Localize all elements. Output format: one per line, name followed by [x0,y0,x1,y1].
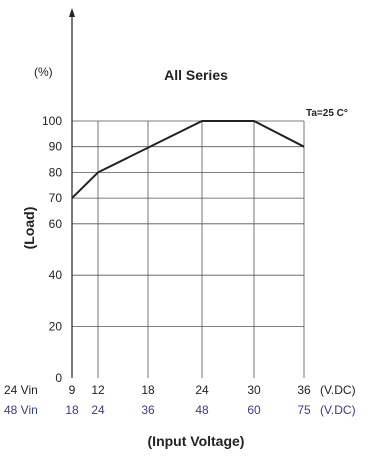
x-primary-tick-label: 24 [195,383,209,397]
x-primary-tick-label: 36 [297,383,311,397]
x-primary-tick-label: 18 [141,383,155,397]
x-secondary-tick-label: 60 [247,403,261,417]
x-primary-series-label: 24 Vin [4,383,38,397]
x-secondary-series-label: 48 Vin [4,403,38,417]
y-tick-labels: 0 20 40 60 70 80 90 100 [42,114,62,385]
x-primary-tick-label: 30 [247,383,261,397]
axes [69,8,75,378]
x-secondary-tick-label: 75 [297,403,311,417]
y-axis-arrow-icon [69,8,75,17]
x-secondary-tick-label: 48 [195,403,209,417]
y-tick-label: 40 [49,268,63,282]
x-primary-tick-labels: 9 12 18 24 30 36 [69,383,311,397]
y-tick-label: 20 [49,320,63,334]
grid-lines [72,120,305,378]
y-tick-label: 60 [49,217,63,231]
chart-title: All Series [164,67,228,83]
x-secondary-tick-label: 24 [91,403,105,417]
temperature-annotation: Ta=25 C° [306,108,348,119]
series-layer [71,120,305,199]
y-tick-label: 90 [49,140,63,154]
x-primary-unit: (V.DC) [320,383,356,397]
x-secondary-tick-label: 36 [141,403,155,417]
x-axis-title: (Input Voltage) [148,433,245,449]
y-axis-title: (Load) [21,207,37,250]
x-primary-tick-label: 12 [91,383,105,397]
y-unit-label: (%) [34,65,53,79]
x-secondary-unit: (V.DC) [320,403,356,417]
y-tick-label: 80 [49,165,63,179]
x-primary-tick-label: 9 [69,383,76,397]
y-tick-label: 0 [55,371,62,385]
x-secondary-tick-label: 18 [65,403,79,417]
y-tick-label: 100 [42,114,62,128]
series-line [71,120,305,199]
x-secondary-tick-labels: 18 24 36 48 60 75 [65,403,311,417]
y-tick-label: 70 [49,191,63,205]
